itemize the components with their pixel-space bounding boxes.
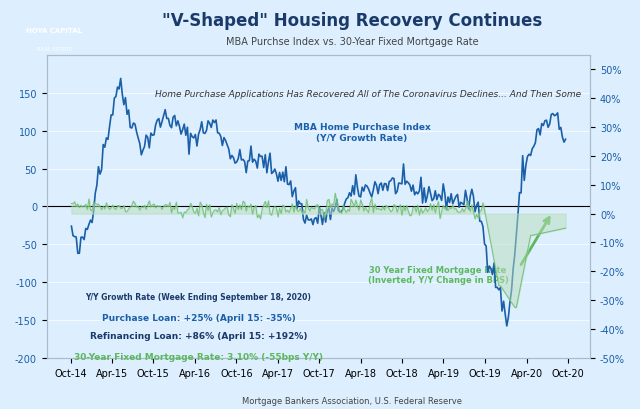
Text: MBA Purchse Index vs. 30-Year Fixed Mortgage Rate: MBA Purchse Index vs. 30-Year Fixed Mort…	[226, 37, 478, 47]
Text: MBA Home Purchase Index
(Y/Y Growth Rate): MBA Home Purchase Index (Y/Y Growth Rate…	[294, 123, 430, 142]
Text: Purchase Loan: +25% (April 15: -35%): Purchase Loan: +25% (April 15: -35%)	[102, 313, 295, 322]
Text: Mortgage Bankers Association, U.S. Federal Reserve: Mortgage Bankers Association, U.S. Feder…	[242, 396, 462, 405]
Text: Home Purchase Applications Has Recovered All of The Coronavirus Declines... And : Home Purchase Applications Has Recovered…	[155, 90, 581, 99]
Text: REAL ESTATE: REAL ESTATE	[36, 47, 72, 52]
Text: 30 Year Fixed Mortgage Rate
(Inverted, Y/Y Change in BPS): 30 Year Fixed Mortgage Rate (Inverted, Y…	[367, 265, 509, 285]
Text: Y/Y Growth Rate (Week Ending September 18, 2020): Y/Y Growth Rate (Week Ending September 1…	[86, 292, 311, 301]
Text: HOYA CAPITAL: HOYA CAPITAL	[26, 28, 83, 34]
Text: 30-Year Fixed Mortgage Rate: 3.10% (-55bps Y/Y): 30-Year Fixed Mortgage Rate: 3.10% (-55b…	[74, 352, 323, 361]
Text: "V-Shaped" Housing Recovery Continues: "V-Shaped" Housing Recovery Continues	[162, 12, 542, 30]
Text: Refinancing Loan: +86% (April 15: +192%): Refinancing Loan: +86% (April 15: +192%)	[90, 331, 307, 340]
